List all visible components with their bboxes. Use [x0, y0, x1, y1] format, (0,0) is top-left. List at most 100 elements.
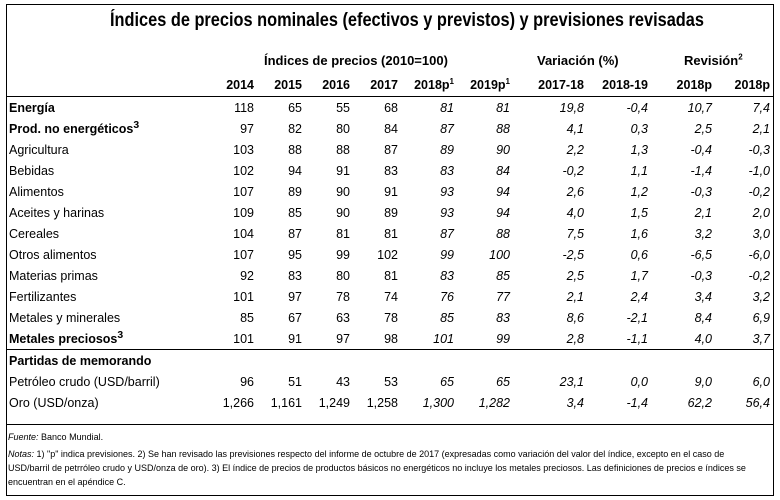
table-cell: 81: [384, 268, 398, 283]
row-label: Petróleo crudo (USD/barril): [9, 374, 160, 389]
row-label: Agricultura: [9, 142, 69, 157]
table-row: Otros alimentos 107 95 99 102 99 100 -2,5 0,6 -6,…: [6, 244, 774, 265]
table-cell: 19,8: [559, 100, 584, 115]
table-row: Fertilizantes 101 97 78 74 76 77 2,1 2,4 3,4 3,2: [6, 286, 774, 307]
column-header: 2016: [306, 74, 354, 97]
table-cell: 55: [336, 100, 350, 115]
table-cell: 99: [440, 247, 454, 262]
table-cell: 85: [288, 205, 302, 220]
table-cell: 1,5: [630, 205, 648, 220]
table-row: Prod. no energéticos3 97 82 80 84 87 88 4,1 0,3 2…: [6, 118, 774, 139]
memo-section-title: Partidas de memorando: [6, 349, 774, 371]
column-header: 2017-18: [514, 74, 588, 97]
table-cell: 90: [336, 205, 350, 220]
table-cell: 109: [233, 205, 254, 220]
table-cell: 87: [288, 226, 302, 241]
table-cell: 83: [440, 268, 454, 283]
table-cell: 6,9: [752, 310, 770, 325]
table-cell: 8,6: [566, 310, 584, 325]
table-cell: 2,4: [630, 289, 648, 304]
table-cell: 3,4: [566, 395, 584, 410]
table-cell: 93: [440, 205, 454, 220]
table-cell: 91: [288, 331, 302, 346]
table-header-row: 2014 2015 2016 2017 2018p1 2019p1 2017-18 2018-…: [6, 74, 774, 97]
table-cell: 83: [384, 163, 398, 178]
table-cell: 88: [496, 226, 510, 241]
table-cell: 93: [440, 184, 454, 199]
table-cell: 80: [336, 121, 350, 136]
column-header: 2018p: [716, 74, 774, 97]
row-label: Materias primas: [9, 268, 98, 283]
table-row: Materias primas 92 83 80 81 83 85 2,5 1,7 -0,3 -0,…: [6, 265, 774, 286]
table-cell: 65: [440, 374, 454, 389]
table-cell: 87: [440, 121, 454, 136]
table-cell: 4,0: [566, 205, 584, 220]
table-cell: 6,0: [752, 374, 770, 389]
table-cell: 23,1: [559, 374, 584, 389]
column-header: 2019p1: [458, 74, 514, 97]
table-cell: 97: [288, 289, 302, 304]
table-cell: 101: [433, 331, 454, 346]
table-cell: 1,2: [630, 184, 648, 199]
table-cell: 67: [288, 310, 302, 325]
table-cell: 89: [440, 142, 454, 157]
table-cell: 2,1: [566, 289, 584, 304]
table-cell: 2,5: [694, 121, 712, 136]
row-label: Oro (USD/onza): [9, 395, 99, 410]
table-cell: 91: [384, 184, 398, 199]
table-cell: 1,1: [630, 163, 648, 178]
table-cell: 104: [233, 226, 254, 241]
table-row: Energía 118 65 55 68 81 81 19,8 -0,4 10,7 7,4: [6, 97, 774, 119]
row-label: Fertilizantes: [9, 289, 77, 304]
table-row: Cereales 104 87 81 81 87 88 7,5 1,6 3,2 3,0: [6, 223, 774, 244]
table-cell: 78: [384, 310, 398, 325]
table-cell: -0,4: [626, 100, 648, 115]
table-cell: 2,8: [566, 331, 584, 346]
table-cell: 96: [240, 374, 254, 389]
table-cell: -2,1: [626, 310, 648, 325]
table-frame: [6, 4, 774, 496]
table-cell: -0,3: [748, 142, 770, 157]
table-cell: 3,4: [694, 289, 712, 304]
table-cell: 1,249: [318, 395, 350, 410]
table-cell: 77: [496, 289, 510, 304]
table-cell: 2,5: [566, 268, 584, 283]
column-header: 2015: [258, 74, 306, 97]
table-cell: 0,6: [630, 247, 648, 262]
column-header: 2014: [210, 74, 258, 97]
row-label: Energía: [9, 100, 55, 115]
table-row: Petróleo crudo (USD/barril) 96 51 43 53 65 65 2…: [6, 371, 774, 392]
table-cell: 7,5: [566, 226, 584, 241]
table-cell: 99: [496, 331, 510, 346]
page-title: Índices de precios nominales (efectivos …: [110, 10, 704, 31]
table-cell: 92: [240, 268, 254, 283]
table-cell: 53: [384, 374, 398, 389]
table-cell: 107: [233, 247, 254, 262]
table-cell: 101: [233, 331, 254, 346]
table-cell: 1,258: [366, 395, 398, 410]
table-cell: 87: [440, 226, 454, 241]
column-header: 2018p1: [402, 74, 458, 97]
table-cell: 3,2: [752, 289, 770, 304]
footer-divider: [6, 424, 774, 425]
table-cell: 10,7: [687, 100, 712, 115]
column-header: 2018-19: [588, 74, 652, 97]
row-label: Metales y minerales: [9, 310, 121, 325]
table-cell: 80: [336, 268, 350, 283]
row-label: Prod. no energéticos3: [9, 120, 140, 137]
group-header-revision: Revisión2: [684, 52, 743, 68]
table-cell: 83: [496, 310, 510, 325]
table-cell: -2,5: [562, 247, 584, 262]
table-cell: 0,0: [630, 374, 648, 389]
table-cell: 43: [336, 374, 350, 389]
table-cell: 81: [384, 226, 398, 241]
table-cell: -0,2: [748, 268, 770, 283]
table-cell: 94: [288, 163, 302, 178]
table-cell: 1,161: [270, 395, 302, 410]
table-cell: -6,0: [748, 247, 770, 262]
table-cell: -0,2: [562, 163, 584, 178]
table-cell: 95: [288, 247, 302, 262]
table-cell: 83: [288, 268, 302, 283]
column-header: 2017: [354, 74, 402, 97]
table-cell: 2,1: [694, 205, 712, 220]
